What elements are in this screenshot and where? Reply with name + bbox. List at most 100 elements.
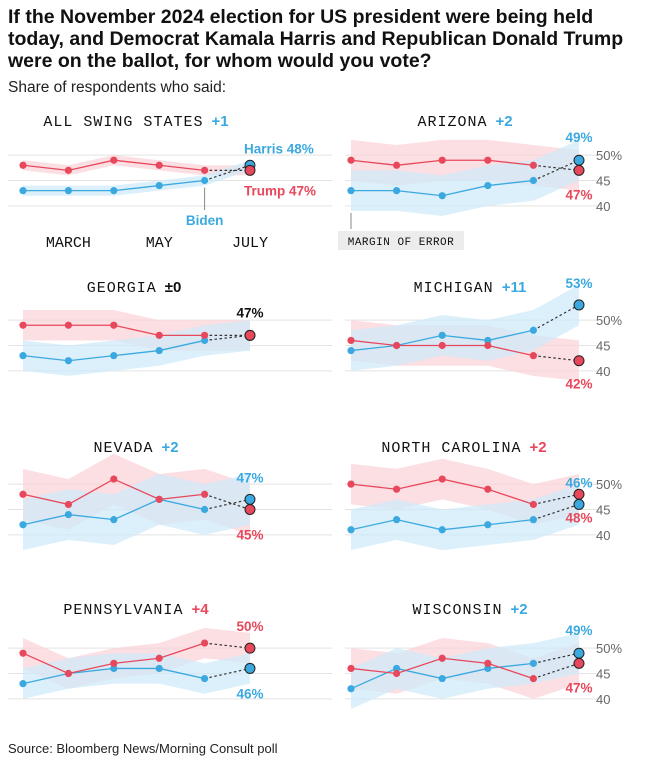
harris-data-point [529,516,538,524]
trump-data-point [201,490,209,498]
panel-wisconsin: 50% 45 40 WISCONSIN +2 49% 47% [345,601,622,709]
harris-data-point [484,521,492,529]
trump-data-point [110,321,118,329]
trump-data-point [201,331,209,339]
y-tick-label: 50% [596,313,622,328]
harris-dashed-link [533,304,580,331]
trump-data-point [438,156,446,164]
trump-data-point [64,166,72,174]
harris-margin-band [23,320,250,376]
trump-data-point [201,639,209,647]
trump-data-point [64,321,72,329]
trump-data-point [347,156,355,164]
state-name: NEVADA [93,440,153,457]
trump-data-point [393,341,401,350]
panel-north-carolina: 50% 45 40 NORTH CAROLINA +2 46% 48% [345,439,622,551]
y-tick-label: 50% [596,641,622,656]
y-tick-label: 50% [596,477,622,492]
trump-data-point [438,475,446,483]
panel-title: ALL SWING STATES +1 [43,113,228,131]
harris-data-point [393,187,401,195]
trump-data-point [484,485,492,493]
trump-data-point [573,657,585,669]
y-tick-label: 45 [596,174,610,189]
x-tick-label: MAY [146,235,173,252]
harris-data-point [438,674,446,683]
harris-dashed-link [533,159,580,182]
harris-data-point [64,187,72,195]
trump-data-point [484,659,492,667]
trump-end-label: 47% [565,187,592,202]
trump-data-point [64,500,72,509]
trump-data-point [529,500,538,509]
y-tick-label: 45 [596,339,610,354]
trump-data-point [347,336,355,345]
y-tick-label: 40 [596,364,610,379]
harris-data-point [201,176,209,185]
harris-data-point [529,176,538,185]
trump-data-point [19,649,27,657]
harris-data-point [484,336,492,345]
harris-dashed-link [533,503,580,521]
trump-data-point [19,490,27,498]
panel-nevada: NEVADA +2 47% 45% [8,439,332,551]
harris-data-point [19,352,27,360]
state-name: NORTH CAROLINA [381,440,521,457]
harris-data-point [573,647,585,659]
margin-difference: +2 [161,439,178,456]
harris-data-point [201,674,209,683]
harris-data-point [438,331,446,339]
panel-title: GEORGIA ±0 [87,279,182,297]
trump-dashed-link [533,662,580,680]
state-name: GEORGIA [87,280,157,297]
trump-data-point [19,321,27,329]
margin-difference: +4 [191,601,209,618]
trump-data-point [64,669,72,678]
harris-data-point [347,685,355,693]
harris-end-label: 46% [236,686,263,701]
harris-end-label: 49% [565,130,592,145]
harris-end-label: 47% [236,470,263,485]
harris-data-point [573,154,585,166]
harris-data-point [110,352,118,360]
harris-data-point [529,326,538,334]
state-name: PENNSYLVANIA [63,602,183,619]
moe-annotation-box [338,231,464,250]
trump-data-point [438,654,446,662]
panel-title: ARIZONA +2 [417,113,512,131]
trump-data-point [393,161,401,169]
harris-data-point [19,521,27,529]
harris-margin-band [23,474,250,551]
harris-data-point [484,664,492,673]
trump-data-point [155,161,163,169]
y-tick-label: 45 [596,667,610,682]
trump-data-point [110,156,118,164]
trump-data-point [244,329,256,341]
harris-data-point [201,505,209,514]
harris-data-point [529,659,538,667]
state-name: WISCONSIN [412,602,502,619]
harris-margin-band [351,139,579,216]
panel-georgia: GEORGIA ±0 47% [8,279,332,376]
harris-data-point [393,664,401,673]
trump-data-point [573,488,585,500]
trump-end-label: 47% [565,680,592,695]
harris-data-point [64,357,72,365]
harris-data-point [347,346,355,355]
trump-data-point [529,352,538,360]
harris-data-point [484,181,492,190]
harris-margin-band [351,484,579,551]
panel-title: WISCONSIN +2 [412,601,527,619]
panel-title: NEVADA +2 [93,439,178,457]
trump-data-point [155,331,163,339]
panel-title: PENNSYLVANIA +4 [63,601,209,619]
trump-data-point [347,664,355,673]
harris-data-point [573,299,585,311]
trump-data-point [19,161,27,169]
harris-data-point [201,336,209,345]
harris-end-label: 49% [565,623,592,638]
trump-data-point [484,156,492,164]
margin-difference: +1 [211,113,228,130]
harris-data-point [155,346,163,355]
